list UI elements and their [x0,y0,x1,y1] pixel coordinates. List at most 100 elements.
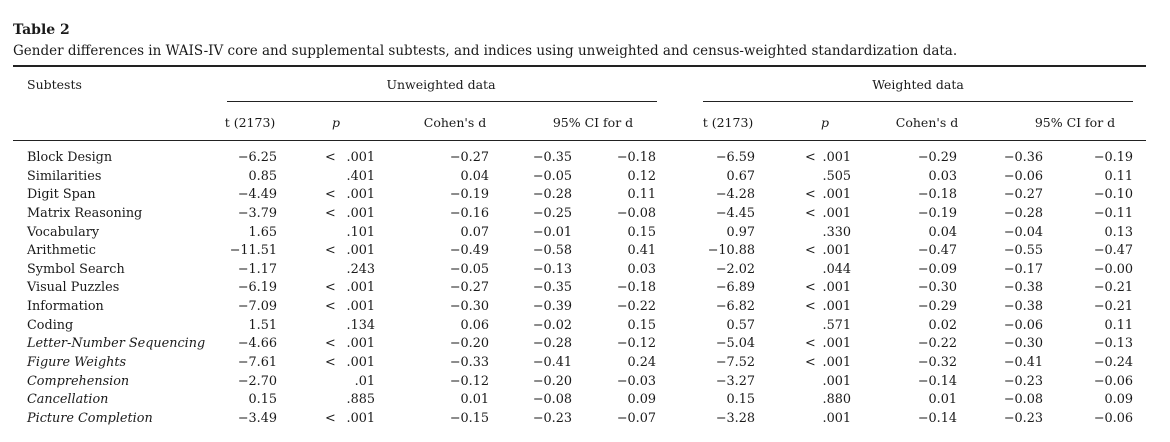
subheader-weighted-0: t (2173) [702,115,754,130]
unweighted-t: −4.49 [237,187,277,203]
table-label: Table 2 [13,22,70,38]
weighted-ci-low: −0.17 [1003,261,1043,277]
unweighted-cohens-d: −0.20 [449,336,489,352]
stub-header: Subtests [27,77,82,92]
weighted-p-less-than: < [805,280,816,296]
weighted-p-less-than: < [805,187,816,203]
group-rule-weighted [703,101,1133,102]
subheader-weighted-1: p [820,115,830,130]
unweighted-t: −2.70 [237,373,277,389]
unweighted-t: 0.85 [248,168,278,184]
weighted-ci-low: −0.27 [1003,187,1043,203]
unweighted-ci-low: −0.39 [532,299,572,315]
unweighted-ci-low: −0.01 [532,224,572,240]
subtest-name: Symbol Search [27,261,125,277]
subtest-name: Letter-Number Sequencing [27,336,206,352]
weighted-t: −6.89 [715,280,755,296]
header-rule [13,140,1146,141]
weighted-t: −6.59 [715,150,755,165]
unweighted-ci-high: 0.15 [627,317,657,333]
weighted-p: .001 [822,373,852,389]
weighted-cohens-d: −0.32 [917,355,957,371]
weighted-p-less-than: < [805,355,816,371]
weighted-t: −10.88 [707,243,755,259]
unweighted-ci-low: −0.08 [532,392,572,408]
weighted-cohens-d: −0.18 [917,187,957,203]
weighted-ci-high: 0.11 [1104,317,1134,333]
weighted-ci-low: −0.38 [1003,299,1043,315]
subtest-name: Information [27,299,104,315]
subtest-name: Cancellation [27,392,109,408]
top-rule [13,65,1146,67]
weighted-cohens-d: −0.47 [917,243,957,259]
weighted-ci-high: −0.19 [1093,150,1133,165]
unweighted-cohens-d: 0.07 [460,224,490,240]
subtest-name: Vocabulary [27,224,100,240]
unweighted-p: .01 [354,373,375,389]
weighted-t: −5.04 [715,336,755,352]
subtest-name: Picture Completion [27,410,153,426]
unweighted-p: .001 [346,355,376,371]
subheader-weighted-2: Cohen's d [895,115,959,130]
unweighted-ci-high: −0.12 [616,336,656,352]
unweighted-ci-low: −0.13 [532,261,572,277]
unweighted-t: −6.25 [237,150,277,165]
subheader-weighted-3: 95% CI for d [1034,115,1116,130]
unweighted-p: .134 [346,317,376,333]
unweighted-p: .001 [346,205,376,221]
subheader-unweighted-3: 95% CI for d [552,115,634,130]
unweighted-p: .001 [346,280,376,296]
weighted-p: .001 [822,336,852,352]
weighted-ci-low: −0.23 [1003,373,1043,389]
unweighted-ci-low: −0.05 [532,168,572,184]
unweighted-ci-high: −0.18 [616,280,656,296]
weighted-ci-low: −0.04 [1003,224,1043,240]
subtest-name: Similarities [27,168,102,184]
weighted-p: .571 [822,317,852,333]
weighted-p: .001 [822,410,852,426]
unweighted-cohens-d: −0.12 [449,373,489,389]
unweighted-cohens-d: 0.04 [460,168,490,184]
unweighted-cohens-d: −0.15 [449,410,489,426]
unweighted-cohens-d: 0.06 [460,317,490,333]
unweighted-ci-high: −0.08 [616,205,656,221]
weighted-ci-high: 0.11 [1104,168,1134,184]
unweighted-t: 1.51 [248,317,278,333]
weighted-p-less-than: < [805,336,816,352]
subtest-name: Coding [27,317,74,333]
unweighted-ci-high: −0.03 [616,373,656,389]
unweighted-p-less-than: < [325,280,336,296]
weighted-t: −6.82 [715,299,755,315]
weighted-p: .330 [822,224,852,240]
weighted-ci-low: −0.30 [1003,336,1043,352]
subtest-name: Digit Span [27,187,96,203]
weighted-ci-high: −0.21 [1093,299,1133,315]
group-header-unweighted: Unweighted data [386,77,496,92]
weighted-t: −2.02 [715,261,755,277]
unweighted-p: .001 [346,336,376,352]
weighted-t: −3.28 [715,410,755,426]
weighted-ci-high: −0.24 [1093,355,1133,371]
subtest-name: Block Design [27,150,113,165]
weighted-ci-high: −0.10 [1093,187,1133,203]
unweighted-p-less-than: < [325,205,336,221]
unweighted-p: .885 [346,392,376,408]
unweighted-ci-high: −0.18 [616,150,656,165]
unweighted-p: .001 [346,299,376,315]
unweighted-t: −6.19 [237,280,277,296]
weighted-ci-low: −0.28 [1003,205,1043,221]
weighted-ci-low: −0.23 [1003,410,1043,426]
unweighted-t: 1.65 [248,224,278,240]
unweighted-t: −4.66 [237,336,277,352]
weighted-cohens-d: −0.22 [917,336,957,352]
weighted-cohens-d: −0.29 [917,150,957,165]
weighted-ci-high: 0.13 [1104,224,1134,240]
unweighted-p-less-than: < [325,355,336,371]
unweighted-cohens-d: −0.33 [449,355,489,371]
weighted-p: .505 [822,168,852,184]
unweighted-ci-low: −0.35 [532,280,572,296]
weighted-p: .880 [822,392,852,408]
unweighted-ci-low: −0.20 [532,373,572,389]
weighted-t: 0.15 [726,392,756,408]
weighted-ci-low: −0.06 [1003,168,1043,184]
